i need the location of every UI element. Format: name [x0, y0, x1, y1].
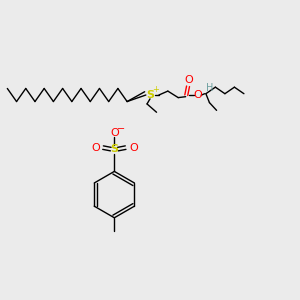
Text: S: S: [146, 90, 154, 100]
Text: H: H: [206, 83, 213, 93]
Text: O: O: [193, 90, 202, 100]
Text: O: O: [91, 142, 100, 153]
Text: O: O: [184, 75, 193, 85]
Text: +: +: [152, 85, 159, 94]
Text: O: O: [110, 128, 119, 138]
Text: O: O: [129, 142, 138, 153]
Text: S: S: [110, 144, 118, 154]
Text: −: −: [117, 124, 125, 134]
